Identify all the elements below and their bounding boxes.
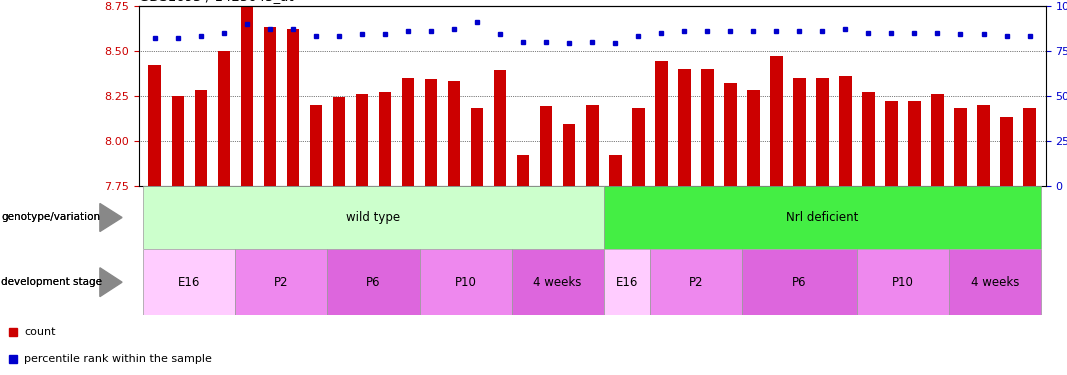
Text: percentile rank within the sample: percentile rank within the sample bbox=[23, 354, 212, 364]
Bar bbox=[419, 249, 511, 315]
Text: count: count bbox=[23, 327, 55, 337]
Bar bbox=[908, 101, 921, 375]
Bar bbox=[236, 249, 328, 315]
Text: E16: E16 bbox=[178, 276, 201, 289]
Bar bbox=[632, 108, 644, 375]
Bar bbox=[724, 83, 736, 375]
Text: genotype/variation: genotype/variation bbox=[1, 213, 100, 222]
Bar bbox=[194, 90, 207, 375]
Bar bbox=[1023, 108, 1036, 375]
Text: genotype/variation: genotype/variation bbox=[1, 213, 100, 222]
Text: 4 weeks: 4 weeks bbox=[534, 276, 582, 289]
Bar bbox=[655, 62, 668, 375]
Bar bbox=[516, 155, 529, 375]
Bar bbox=[511, 249, 604, 315]
Text: development stage: development stage bbox=[1, 277, 102, 287]
Bar bbox=[650, 249, 742, 315]
Bar bbox=[678, 69, 690, 375]
Bar bbox=[701, 69, 714, 375]
Bar bbox=[401, 78, 414, 375]
Bar bbox=[328, 249, 419, 315]
Bar bbox=[839, 76, 851, 375]
Bar bbox=[218, 51, 230, 375]
Bar bbox=[886, 101, 897, 375]
Bar bbox=[604, 249, 650, 315]
Bar bbox=[494, 70, 507, 375]
Text: P10: P10 bbox=[455, 276, 477, 289]
Bar bbox=[355, 94, 368, 375]
Bar bbox=[172, 96, 185, 375]
Bar bbox=[471, 108, 483, 375]
Text: GDS1693 / 1425045_at: GDS1693 / 1425045_at bbox=[139, 0, 293, 3]
Bar bbox=[540, 106, 553, 375]
Bar bbox=[148, 65, 161, 375]
Bar bbox=[287, 29, 299, 375]
Bar bbox=[1000, 117, 1013, 375]
Bar bbox=[333, 98, 346, 375]
Bar bbox=[309, 105, 322, 375]
Text: Nrl deficient: Nrl deficient bbox=[786, 211, 859, 224]
Bar bbox=[143, 186, 604, 249]
Bar bbox=[747, 90, 760, 375]
Bar bbox=[448, 81, 460, 375]
Bar bbox=[586, 105, 599, 375]
Text: P2: P2 bbox=[274, 276, 289, 289]
Bar bbox=[862, 92, 875, 375]
Text: P6: P6 bbox=[792, 276, 807, 289]
Text: E16: E16 bbox=[616, 276, 638, 289]
Bar bbox=[264, 27, 276, 375]
Bar bbox=[931, 94, 944, 375]
Bar bbox=[742, 249, 857, 315]
Bar bbox=[949, 249, 1041, 315]
Bar bbox=[379, 92, 392, 375]
Text: wild type: wild type bbox=[347, 211, 400, 224]
Text: development stage: development stage bbox=[1, 277, 102, 287]
Bar bbox=[770, 56, 783, 375]
Bar bbox=[857, 249, 949, 315]
Polygon shape bbox=[100, 268, 122, 297]
Text: P10: P10 bbox=[892, 276, 913, 289]
Bar bbox=[425, 80, 437, 375]
Text: P6: P6 bbox=[366, 276, 381, 289]
Bar bbox=[604, 186, 1041, 249]
Bar bbox=[143, 249, 236, 315]
Bar bbox=[954, 108, 967, 375]
Bar bbox=[240, 6, 253, 375]
Bar bbox=[562, 124, 575, 375]
Text: 4 weeks: 4 weeks bbox=[971, 276, 1019, 289]
Bar bbox=[977, 105, 990, 375]
Bar bbox=[609, 155, 622, 375]
Bar bbox=[816, 78, 829, 375]
Bar bbox=[793, 78, 806, 375]
Text: P2: P2 bbox=[688, 276, 703, 289]
Polygon shape bbox=[100, 204, 122, 231]
